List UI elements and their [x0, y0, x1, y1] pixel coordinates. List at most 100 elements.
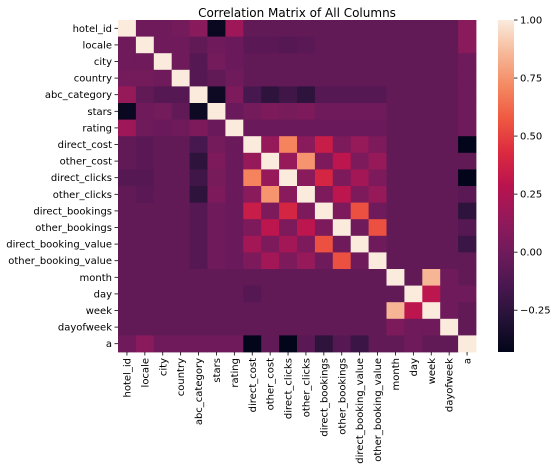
heatmap-cell [135, 219, 155, 237]
heatmap-cell [422, 302, 441, 320]
heatmap-cell [350, 136, 369, 154]
heatmap-cell [386, 186, 405, 203]
heatmap-cell [153, 119, 173, 137]
heatmap-cell [314, 285, 334, 303]
heatmap-cell [261, 169, 280, 187]
heatmap-cell [350, 269, 369, 286]
heatmap-cell [279, 202, 298, 220]
heatmap-cell [279, 318, 298, 336]
heatmap-cell [422, 36, 441, 54]
heatmap-cell [440, 335, 459, 353]
heatmap-cell [422, 136, 441, 154]
heatmap-cell [422, 152, 441, 170]
heatmap-cell [314, 86, 334, 104]
heatmap-cell [243, 53, 262, 71]
heatmap-cell [243, 269, 262, 286]
heatmap-cell [386, 152, 405, 170]
heatmap-cell [404, 169, 423, 187]
heatmap-cell [171, 53, 190, 71]
heatmap-cell [332, 219, 352, 237]
heatmap-cell [458, 69, 477, 87]
heatmap-cell [368, 169, 387, 187]
heatmap-cell [386, 136, 405, 154]
heatmap-cell [153, 20, 173, 37]
heatmap-cell [207, 20, 226, 37]
heatmap-cell [440, 186, 459, 203]
x-tick-label: other_clicks [301, 358, 312, 417]
heatmap-cell [153, 86, 173, 104]
heatmap-cell [135, 302, 155, 320]
y-tick-label: locale [83, 40, 112, 51]
heatmap-cell [189, 169, 208, 187]
heatmap-cell [458, 103, 477, 120]
x-tick-label: day [409, 358, 420, 376]
heatmap-cell [350, 302, 369, 320]
heatmap-cell [386, 103, 405, 120]
heatmap-cell [332, 36, 352, 54]
heatmap-cell [171, 186, 190, 203]
heatmap-cell [153, 219, 173, 237]
heatmap-cell [189, 318, 208, 336]
heatmap-cell [332, 302, 352, 320]
heatmap-cell [153, 53, 173, 71]
heatmap-cell [171, 285, 190, 303]
heatmap-cell [171, 202, 190, 220]
heatmap-cell [404, 36, 423, 54]
heatmap-cell [386, 318, 405, 336]
heatmap-cell [458, 302, 477, 320]
heatmap-cell [297, 335, 316, 353]
y-tick-label: direct_cost [58, 140, 112, 151]
heatmap-cell [243, 152, 262, 170]
heatmap-cell [135, 119, 155, 137]
heatmap-cell [207, 186, 226, 203]
heatmap-cell [279, 69, 298, 87]
heatmap-cell [243, 186, 262, 203]
x-tick-label: week [427, 358, 438, 384]
heatmap-cell [314, 269, 334, 286]
heatmap-cell [314, 119, 334, 137]
heatmap-cell [118, 335, 137, 353]
heatmap-cell [404, 86, 423, 104]
heatmap-cell [207, 235, 226, 253]
heatmap-cell [153, 252, 173, 270]
heatmap-cell [440, 169, 459, 187]
heatmap-cell [422, 318, 441, 336]
heatmap-cell [332, 103, 352, 120]
heatmap-cell [135, 169, 155, 187]
heatmap-cell [440, 302, 459, 320]
heatmap-cell [422, 285, 441, 303]
heatmap-cell [386, 20, 405, 37]
heatmap-cell [332, 252, 352, 270]
heatmap-cell [297, 136, 316, 154]
heatmap-cell [118, 53, 137, 71]
heatmap-cell [153, 36, 173, 54]
heatmap-cell [171, 86, 190, 104]
heatmap-cell [225, 302, 244, 320]
heatmap-cell [332, 318, 352, 336]
heatmap-cell [225, 269, 244, 286]
heatmap-cell [279, 152, 298, 170]
heatmap-cell [440, 69, 459, 87]
heatmap-cell [189, 202, 208, 220]
heatmap-cell [404, 103, 423, 120]
heatmap-cell [118, 169, 137, 187]
y-tick-label: a [106, 339, 112, 350]
x-tick-label: a [463, 358, 474, 364]
heatmap-cell [297, 186, 316, 203]
heatmap-cell [171, 103, 190, 120]
x-tick-label: city [158, 358, 169, 376]
heatmap-cell [368, 136, 387, 154]
x-tick-label: abc_category [194, 358, 205, 425]
heatmap-cell [279, 36, 298, 54]
heatmap-cell [440, 219, 459, 237]
heatmap-cell [314, 252, 334, 270]
heatmap-cell [458, 318, 477, 336]
heatmap-cell [207, 169, 226, 187]
heatmap-cell [118, 235, 137, 253]
heatmap-cell [422, 103, 441, 120]
heatmap-cell [297, 269, 316, 286]
heatmap-cell [404, 302, 423, 320]
heatmap-cell [118, 20, 137, 37]
heatmap-cell [189, 20, 208, 37]
heatmap-cell [440, 152, 459, 170]
